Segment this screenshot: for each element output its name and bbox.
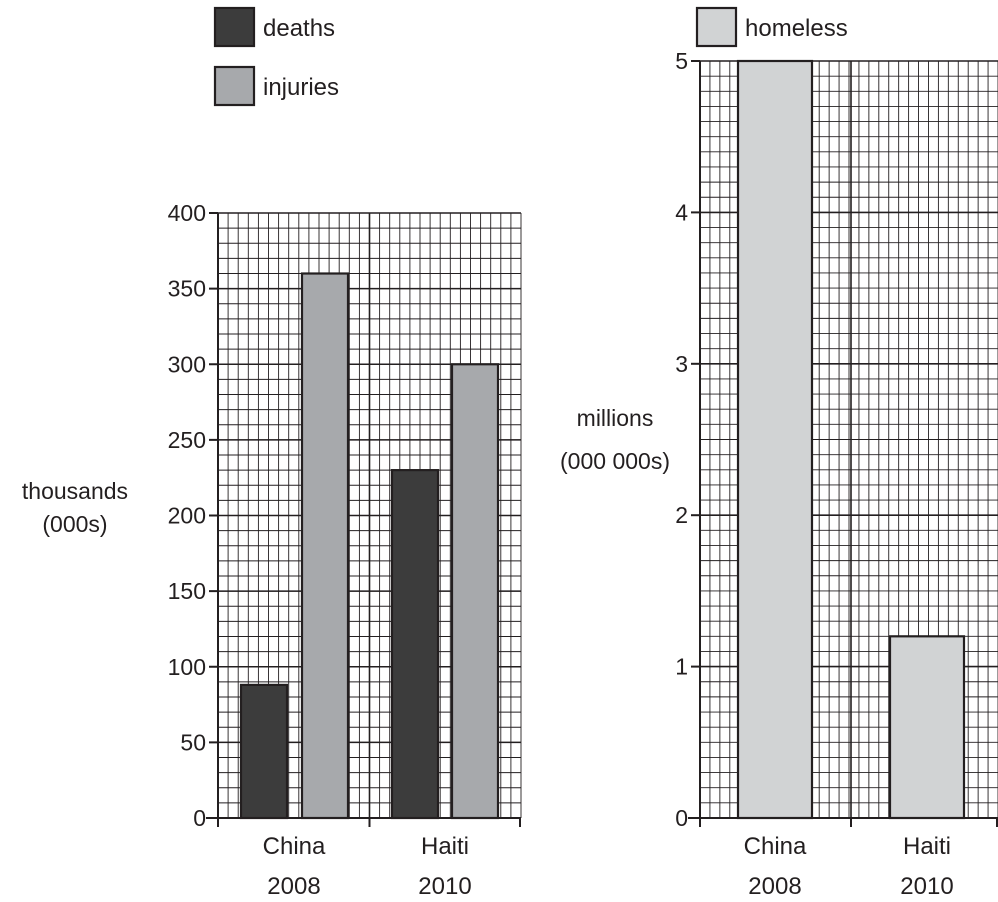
y-axis-label: millions: [577, 405, 654, 431]
legend-swatch-deaths: [213, 6, 256, 48]
bar-deaths-2: [390, 469, 440, 820]
bar-injuries-1: [300, 272, 350, 820]
x-tick-label: Haiti: [903, 833, 951, 860]
y-axis-label: thousands: [22, 478, 128, 504]
y-axis-label: (000 000s): [560, 448, 670, 474]
chart-2: 0 1 2 3 4 5 China 2008 Haiti 2010 millions (000 000…: [560, 6, 998, 900]
legend-swatch-homeless: [695, 6, 738, 48]
y-tick-label: 5: [675, 48, 688, 74]
bar-homeless-2: [888, 635, 966, 820]
legend-label: injuries: [263, 74, 339, 101]
y-tick-label: 250: [168, 427, 206, 453]
y-axis-label: (000s): [42, 511, 107, 537]
x-tick-label: China: [263, 833, 326, 860]
chart-1: 0 50 100 150 200 250 300 350 400 China 2008 Haiti 20…: [22, 6, 522, 900]
y-tick-label: 0: [675, 805, 688, 831]
legend-item-injuries: injuries: [213, 65, 339, 107]
y-tick-label: 400: [168, 200, 206, 226]
y-tick-label: 0: [193, 805, 206, 831]
y-tick-label: 350: [168, 276, 206, 302]
y-tick-label: 2: [675, 502, 688, 528]
x-tick-label: 2010: [900, 873, 953, 897]
x-tick-label: 2010: [418, 873, 471, 897]
y-tick-label: 1: [675, 654, 688, 680]
bar-homeless-1: [736, 59, 814, 820]
axes: [688, 60, 998, 827]
y-tick-label: 50: [180, 729, 206, 755]
y-tick-label: 150: [168, 578, 206, 604]
legend-item-deaths: deaths: [213, 6, 335, 48]
bar-injuries-2: [450, 363, 500, 820]
y-tick-label: 4: [675, 199, 688, 225]
y-tick-label: 100: [168, 654, 206, 680]
x-tick-label: 2008: [267, 873, 320, 897]
y-tick-label: 3: [675, 351, 688, 377]
legend-label: homeless: [745, 15, 848, 42]
bar-deaths-1: [239, 683, 289, 820]
x-tick-label: China: [744, 833, 807, 860]
x-tick-label: Haiti: [421, 833, 469, 860]
legend-item-homeless: homeless: [695, 6, 848, 48]
x-tick-label: 2008: [748, 873, 801, 897]
legend-swatch-injuries: [213, 65, 256, 107]
axes: [206, 212, 521, 827]
y-tick-label: 300: [168, 351, 206, 377]
legend-label: deaths: [263, 15, 335, 42]
y-tick-label: 200: [168, 503, 206, 529]
